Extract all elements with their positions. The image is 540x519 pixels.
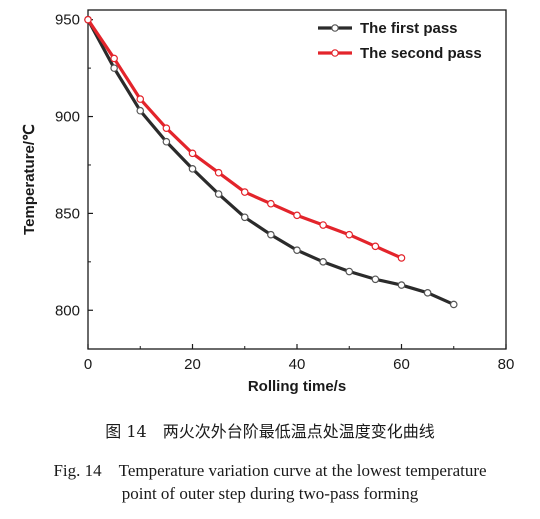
data-point	[371, 275, 380, 284]
series-line	[86, 18, 404, 260]
data-point	[397, 254, 406, 262]
x-tick-label: 0	[84, 356, 92, 373]
data-point	[214, 168, 223, 177]
data-point	[423, 289, 432, 297]
x-tick-label: 20	[184, 356, 201, 373]
data-point	[162, 137, 171, 146]
figure-caption-english-line-1: Fig. 14 Temperature variation curve at t…	[53, 461, 487, 480]
data-point	[84, 15, 92, 24]
series-layer	[84, 15, 458, 309]
data-point	[345, 267, 354, 276]
data-point	[110, 64, 118, 72]
legend-swatch-marker	[331, 24, 339, 32]
legend-swatch-marker	[331, 49, 339, 57]
data-point	[240, 213, 249, 222]
data-point	[136, 106, 145, 115]
y-tick-label: 850	[55, 205, 80, 222]
data-point	[240, 188, 249, 196]
data-point	[162, 124, 171, 132]
x-tick-label: 80	[498, 356, 515, 373]
data-point	[110, 54, 118, 63]
data-point	[293, 211, 301, 220]
figure-caption-chinese: 图 14 两火次外台阶最低温点处温度变化曲线	[105, 422, 435, 441]
series-2	[84, 15, 406, 262]
x-tick-label: 60	[393, 356, 410, 373]
y-tick-label: 950	[55, 12, 80, 29]
data-point	[267, 230, 275, 239]
data-point	[345, 230, 354, 239]
data-point	[397, 281, 406, 289]
chart: 0 20 40 60 80 800 850 900 950 Rolling time/s Tempe…	[21, 9, 515, 395]
data-point	[371, 242, 380, 251]
y-axis-title: Temperature/℃	[21, 124, 38, 235]
series-line	[86, 18, 456, 307]
data-point	[449, 300, 458, 309]
data-point	[188, 149, 197, 158]
data-point	[267, 199, 275, 208]
data-point	[319, 258, 327, 266]
data-point	[136, 95, 145, 103]
data-point	[188, 165, 197, 173]
legend-label: The second pass	[360, 45, 482, 62]
legend: The first pass The second pass	[318, 20, 482, 62]
axes: 0 20 40 60 80 800 850 900 950 Rolling time/s Tempe…	[21, 9, 515, 395]
figure-caption-english-line-2: point of outer step during two-pass form…	[121, 484, 419, 503]
y-tick-label: 800	[55, 302, 80, 319]
data-point	[214, 190, 223, 198]
y-tick-label: 900	[55, 109, 80, 126]
legend-label: The first pass	[360, 20, 458, 37]
data-point	[319, 221, 327, 229]
x-axis-title: Rolling time/s	[248, 378, 346, 395]
x-tick-label: 40	[289, 356, 306, 373]
data-point	[293, 246, 301, 255]
